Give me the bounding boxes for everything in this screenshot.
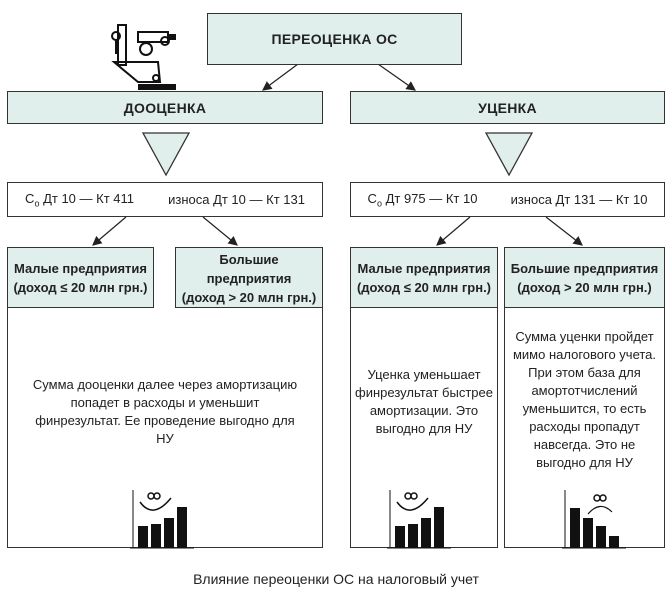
- branch-label: УЦЕНКА: [478, 99, 537, 116]
- arrow-root-left: [262, 63, 299, 91]
- arrow-left-large: [202, 216, 238, 246]
- formula-right: износа Дт 10 — Кт 131: [168, 192, 305, 207]
- formula-box-left: Со Дт 10 — Кт 411 износа Дт 10 — Кт 131: [7, 182, 323, 217]
- formula-box-right: Со Дт 975 — Кт 10 износа Дт 131 — Кт 10: [350, 182, 665, 217]
- branch-revaluation-up: ДООЦЕНКА: [7, 91, 323, 124]
- arrow-root-right: [377, 63, 416, 91]
- right-small-body: Уценка уменьшает финрезультат быстрее ам…: [350, 307, 498, 548]
- arrow-right-small: [436, 216, 471, 246]
- happy-growth-chart-icon: [387, 490, 451, 549]
- branch-revaluation-down: УЦЕНКА: [350, 91, 665, 124]
- branch-label: ДООЦЕНКА: [123, 99, 207, 116]
- root-label: ПЕРЕОЦЕНКА ОС: [271, 31, 398, 47]
- left-large-header: Большие предприятия (доход > 20 млн грн.): [175, 247, 323, 309]
- right-large-body: Сумма уценки пройдет мимо налогового уче…: [504, 307, 665, 548]
- root-box: ПЕРЕОЦЕНКА ОС: [207, 13, 462, 65]
- left-shared-body: Сумма дооценки далее через амортизацию п…: [7, 307, 323, 548]
- figure-caption: Влияние переоценки ОС на налоговый учет: [193, 571, 479, 587]
- right-large-header: Большие предприятия (доход > 20 млн грн.): [504, 247, 665, 309]
- right-small-header: Малые предприятия (доход ≤ 20 млн грн.): [350, 247, 498, 309]
- arrow-left-small: [92, 216, 127, 246]
- gap-cover: [154, 307, 175, 309]
- left-small-header: Малые предприятия (доход ≤ 20 млн грн.): [7, 247, 154, 309]
- formula-left: Со Дт 975 — Кт 10: [367, 190, 478, 209]
- formula-left: Со Дт 10 — Кт 411: [25, 190, 134, 209]
- arrow-right-large: [545, 216, 583, 246]
- happy-growth-chart-icon: [130, 490, 194, 549]
- triangle-right: [484, 132, 534, 177]
- triangle-left: [141, 132, 191, 177]
- machine-tool-icon: [111, 24, 176, 90]
- left-shared-text: Сумма дооценки далее через амортизацию п…: [32, 377, 298, 446]
- formula-right: износа Дт 131 — Кт 10: [510, 192, 648, 207]
- sad-decline-chart-icon: [562, 490, 626, 549]
